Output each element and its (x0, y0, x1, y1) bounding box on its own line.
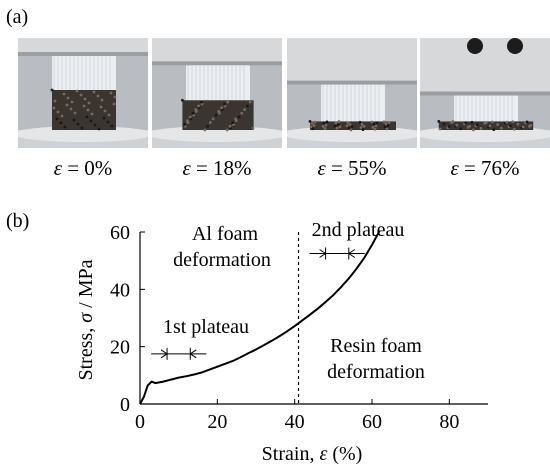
strain-value: = 76% (458, 156, 520, 180)
annotation-first-plateau: 1st plateau (163, 316, 249, 338)
strain-value: = 0% (61, 156, 113, 180)
x-tick-label: 40 (285, 411, 305, 433)
annotation-al-foam-2: deformation (173, 249, 271, 271)
y-axis-label: Stress, σ / MPa (75, 259, 97, 380)
annotation-second-plateau: 2nd plateau (312, 219, 405, 241)
x-tick-label: 20 (207, 411, 227, 433)
x-tick-label: 60 (362, 411, 382, 433)
strain-caption-2: ε = 18% (152, 156, 282, 181)
strain-caption-1: ε = 0% (18, 156, 148, 181)
x-tick-label: 80 (439, 411, 459, 433)
compression-photo-2 (152, 38, 282, 148)
panel-b-label: (b) (6, 210, 30, 232)
strain-caption-3: ε = 55% (287, 156, 417, 181)
stress-strain-curve (139, 230, 381, 405)
y-tick-label: 20 (110, 337, 130, 359)
strain-symbol: ε (53, 156, 62, 180)
y-tick-label: 60 (110, 222, 130, 244)
strain-symbol: ε (450, 156, 459, 180)
plateau-marker-1 (151, 347, 207, 360)
plateau-marker-2 (309, 247, 365, 260)
strain-caption-4: ε = 76% (420, 156, 550, 181)
strain-value: = 55% (325, 156, 387, 180)
compression-photo-4 (420, 38, 550, 148)
strain-symbol: ε (182, 156, 191, 180)
x-tick-label: 0 (135, 411, 145, 433)
y-tick-label: 0 (120, 394, 130, 416)
compression-photo-1 (18, 38, 148, 148)
strain-symbol: ε (317, 156, 326, 180)
y-tick-label: 40 (110, 279, 130, 301)
panel-a-label: (a) (6, 6, 29, 28)
x-axis-label: Strain, ε (%) (262, 443, 363, 465)
annotation-resin-2: deformation (327, 361, 425, 383)
annotation-resin-1: Resin foam (330, 335, 422, 357)
chart-marks (139, 230, 381, 405)
strain-value: = 18% (190, 156, 252, 180)
compression-photo-3 (287, 38, 417, 148)
annotation-al-foam-1: Al foam (192, 223, 259, 245)
